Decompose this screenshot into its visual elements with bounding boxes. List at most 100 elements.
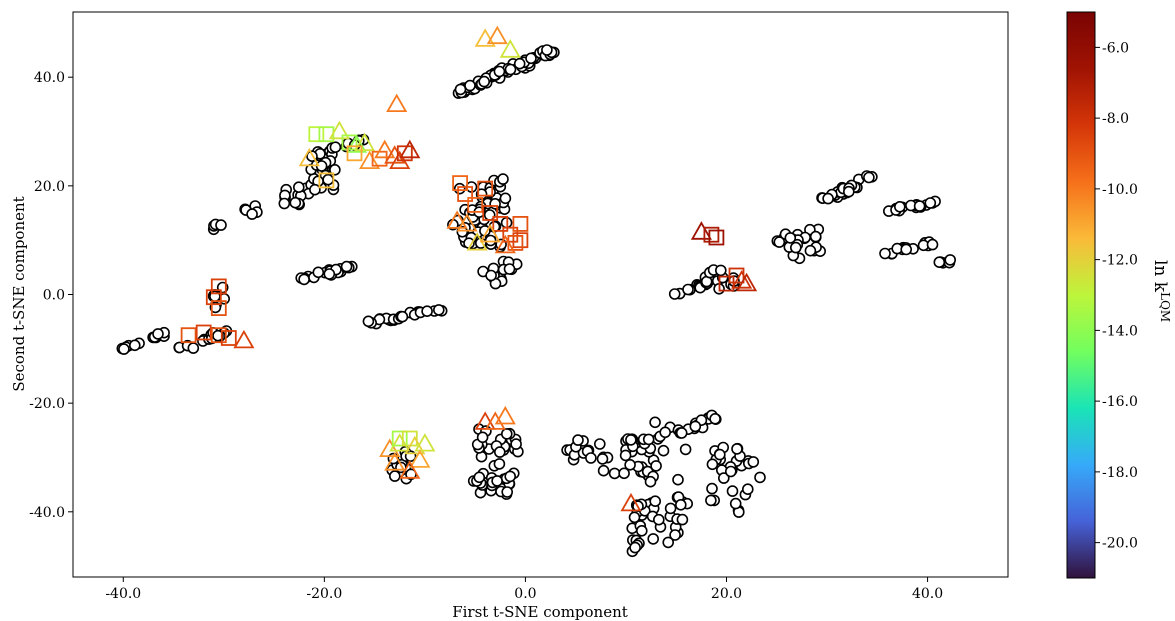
scatter-point (676, 513, 689, 526)
point-cluster (816, 170, 878, 205)
x-tick-label: 40.0 (912, 586, 943, 602)
scatter-point (709, 412, 721, 425)
scatter-point (476, 431, 489, 444)
scatter-point (649, 416, 661, 429)
triangle-marker (486, 25, 508, 45)
scatter-point (726, 485, 739, 497)
scatter-point (215, 219, 227, 231)
triangle-marker (379, 438, 401, 458)
point-cluster (882, 195, 941, 217)
square-marker (396, 145, 413, 162)
colorbar-tick-label: -12.0 (1102, 253, 1138, 269)
scatter-point (900, 243, 913, 256)
square-marker (210, 300, 227, 317)
square-marker (210, 327, 227, 344)
scatter-point (500, 428, 513, 440)
scatter-point (478, 75, 491, 88)
scatter-point (642, 433, 655, 446)
scatter-point (484, 234, 497, 247)
triangle-marker (731, 270, 753, 289)
point-cluster (626, 491, 694, 558)
scatter-point (212, 329, 224, 342)
scatter-point (809, 230, 822, 243)
scatter-point (713, 448, 726, 461)
scatter-point (747, 456, 760, 468)
square-marker (220, 330, 237, 346)
scatter-point (789, 241, 802, 254)
triangle-marker (446, 210, 468, 229)
triangle-marker (233, 329, 255, 349)
scatter-point (717, 472, 730, 484)
scatter-point (625, 434, 637, 446)
square-marker (482, 205, 499, 221)
colorbar-tick-label: -14.0 (1102, 323, 1138, 339)
triangle-marker (479, 223, 501, 243)
scatter-point (491, 475, 503, 487)
scatter-point (596, 453, 609, 465)
scatter-point (679, 443, 692, 456)
scatter-point (657, 444, 670, 457)
scatter-point (842, 185, 855, 198)
triangle-marker (414, 433, 436, 452)
point-cluster (239, 200, 263, 220)
scatter-point (473, 471, 486, 484)
x-axis-ticks: -40.0 -20.0 0.0 20.0 40.0 (105, 577, 943, 602)
scatter-point (501, 486, 514, 498)
point-cluster (295, 260, 358, 286)
scatter-point (329, 141, 342, 153)
square-marker (492, 215, 509, 232)
triangle-marker (456, 213, 478, 232)
scatter-point (649, 495, 662, 508)
scatter-point (453, 182, 466, 195)
point-cluster (116, 337, 145, 355)
scatter-point (340, 260, 353, 273)
scatter-point (879, 247, 891, 260)
colorbar-tick-label: -16.0 (1102, 394, 1138, 410)
scatter-point (493, 65, 506, 78)
scatter-point (662, 536, 675, 549)
colorbar-tick-label: -18.0 (1102, 465, 1138, 481)
scatter-point (675, 427, 688, 439)
x-tick-label: -40.0 (105, 586, 141, 602)
point-cluster (278, 181, 307, 211)
scatter-point (773, 236, 786, 248)
scatter-point (510, 438, 522, 450)
scatter-point (619, 449, 632, 462)
scatter-point (624, 458, 636, 471)
scatter-point (729, 497, 742, 510)
colorbar-ticks: -6.0 -8.0 -10.0 -12.0 -14.0 -16.0 -18.0 -20.0 (1095, 40, 1138, 552)
square-marker (346, 145, 363, 162)
triangle-marker (345, 134, 368, 153)
square-marker (708, 229, 725, 246)
triangle-marker (409, 449, 431, 468)
x-tick-label: 20.0 (711, 586, 742, 602)
scatter-point (129, 339, 141, 352)
triangle-marker (399, 460, 421, 479)
y-axis-ticks: -40.0 -20.0 0.0 20.0 40.0 (29, 70, 73, 521)
scatter-point (489, 198, 501, 210)
y-tick-label: 40.0 (34, 70, 65, 86)
scatter-point (741, 483, 754, 496)
square-marker (308, 126, 325, 143)
triangle-marker (399, 139, 421, 159)
scatter-point (454, 83, 467, 96)
scatter-point (597, 464, 610, 477)
scatter-point (635, 524, 648, 537)
triangle-marker (484, 411, 506, 430)
scatter-point (652, 513, 665, 526)
scatter-point (309, 183, 321, 196)
scatter-point (659, 426, 672, 439)
point-cluster (467, 423, 524, 500)
scatter-point (485, 269, 497, 282)
point-cluster (705, 441, 766, 518)
scatter-point (913, 200, 926, 212)
square-marker (502, 226, 519, 243)
scatter-point (312, 266, 325, 279)
triangle-marker (474, 28, 496, 47)
scatter-point (525, 52, 537, 65)
triangle-marker (620, 492, 642, 512)
scatter-point (629, 541, 641, 554)
colorbar-label-sup: LQM (1158, 292, 1172, 322)
square-marker (512, 215, 529, 232)
scatter-point (689, 420, 702, 433)
